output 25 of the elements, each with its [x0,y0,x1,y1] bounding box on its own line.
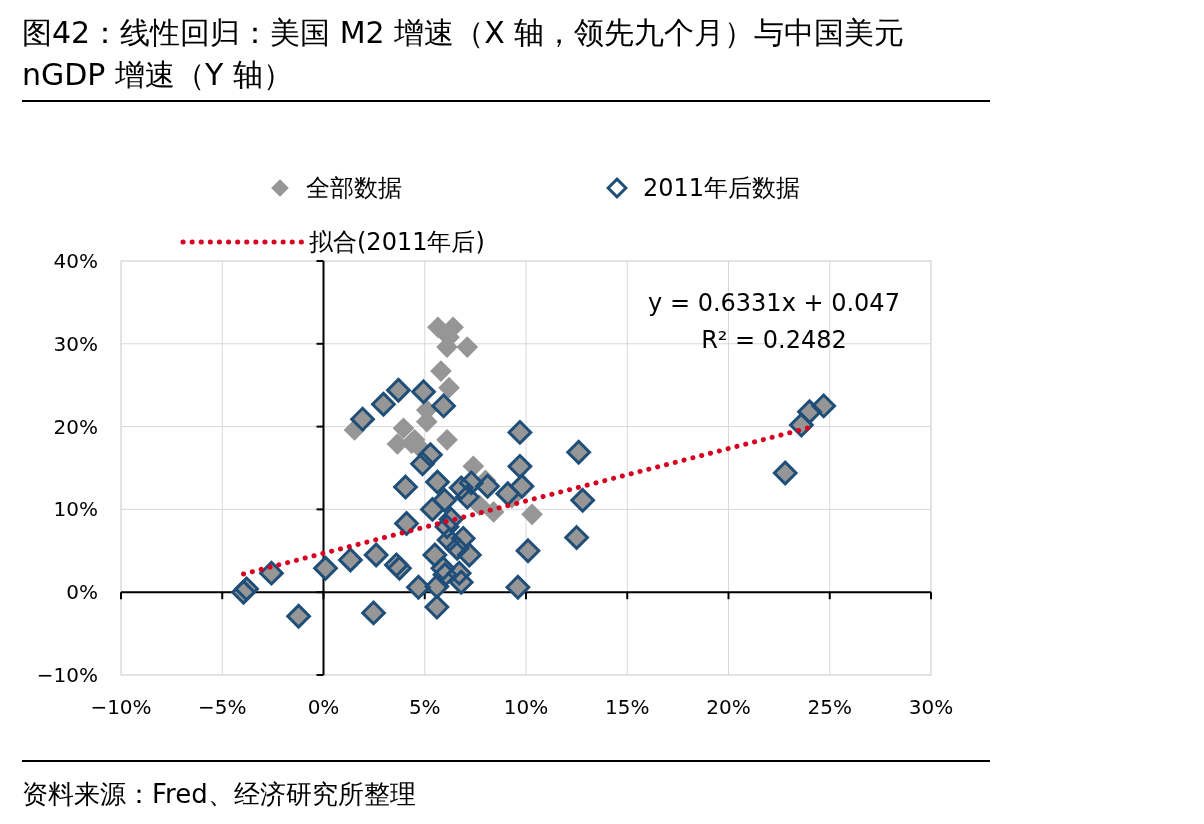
x-tick-label: −5% [198,695,247,719]
legend-label: 全部数据 [306,174,402,203]
y-tick-label: 10% [53,497,98,522]
x-tick-label: 15% [605,695,650,719]
y-tick-label: 30% [53,331,98,356]
legend-entry: 拟合(2011年后) [180,228,485,257]
chart-title: 图42：线性回归：美国 M2 增速（X 轴，领先九个月）与中国美元 nGDP 增速（Y 轴） [22,14,905,92]
annotation: R² = 0.2482 [701,326,847,355]
annotation: y = 0.6331x + 0.047 [648,289,900,318]
y-tick-label: 40% [53,249,98,273]
x-tick-label: −10% [90,695,152,719]
x-tick-label: 5% [408,695,441,719]
y-tick-label: −10% [36,663,98,687]
x-tick-label: 30% [908,695,954,719]
x-tick-label: 20% [706,695,751,719]
legend-entry: 全部数据 [271,174,402,203]
legend-label: 拟合(2011年后) [309,228,485,257]
y-tick-label: 20% [53,414,98,439]
legend-entry: 2011年后数据 [606,174,801,203]
y-tick-label: 0% [66,580,98,605]
text: 资料来源：Fred、经济研究所整理 [22,779,416,810]
x-tick-label: 0% [307,695,340,719]
legend-label: 2011年后数据 [643,174,801,203]
x-tick-label: 25% [807,695,852,719]
x-tick-label: 10% [503,695,549,719]
